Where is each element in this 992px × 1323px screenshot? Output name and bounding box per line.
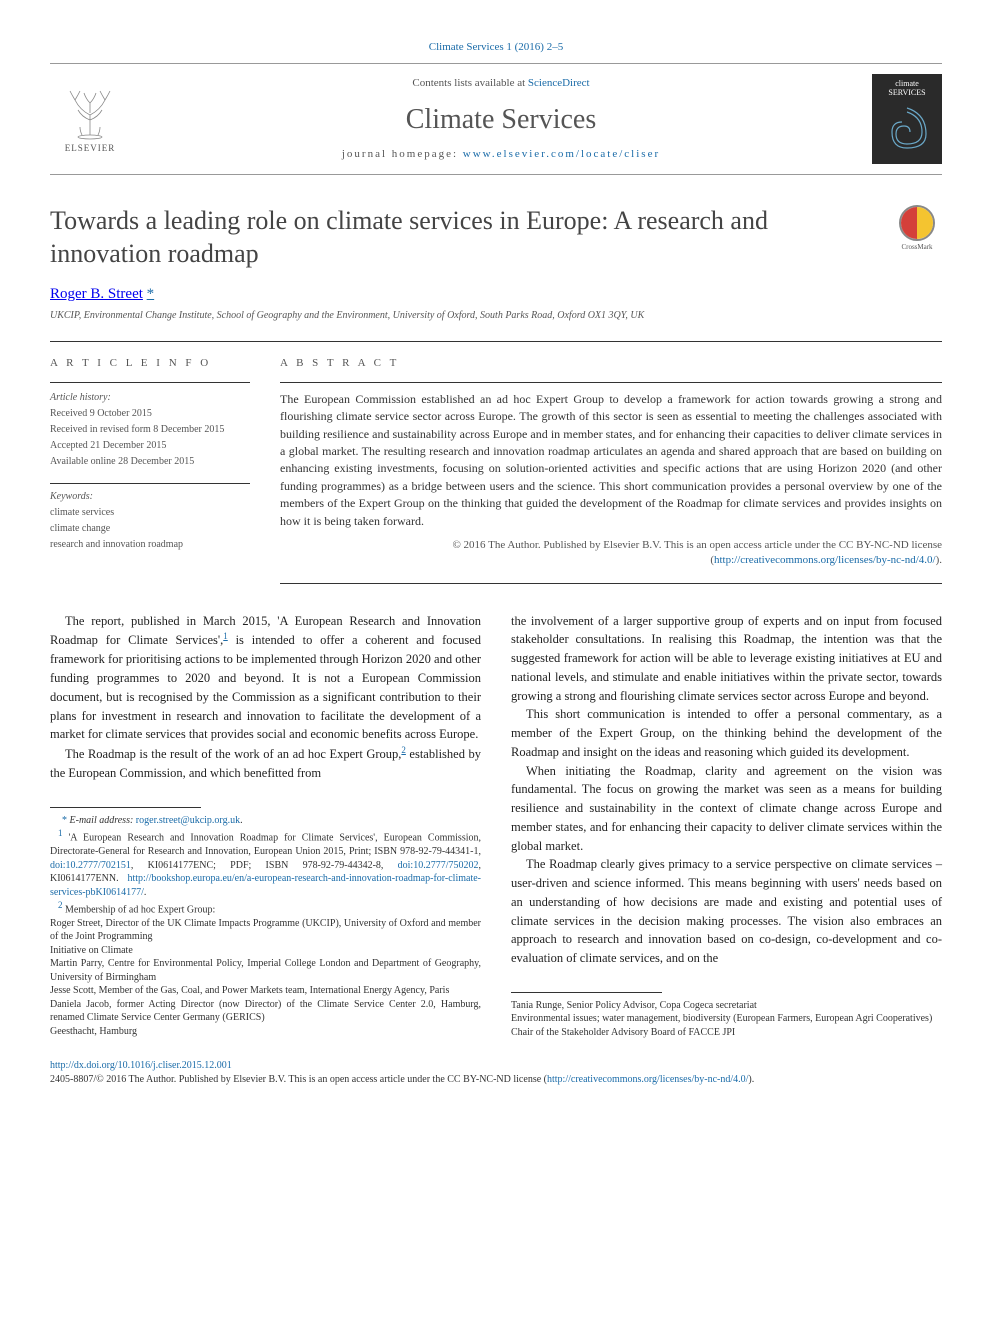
- crossmark-label: CrossMark: [901, 243, 932, 253]
- issn-text: 2405-8807/© 2016 The Author. Published b…: [50, 1074, 547, 1085]
- accepted-date: Accepted 21 December 2015: [50, 439, 250, 453]
- homepage-line: journal homepage: www.elsevier.com/locat…: [130, 147, 872, 162]
- fn1-a: 'A European Research and Innovation Road…: [50, 833, 481, 858]
- author-affiliation: UKCIP, Environmental Change Institute, S…: [50, 309, 942, 323]
- p1b: is intended to offer a coherent and focu…: [50, 634, 481, 742]
- section-divider: [50, 341, 942, 342]
- fn1-d: .: [144, 887, 147, 898]
- left-column: The report, published in March 2015, 'A …: [50, 612, 481, 1040]
- fn1: 1 'A European Research and Innovation Ro…: [50, 827, 481, 899]
- fnr-l3: Chair of the Stakeholder Advisory Board …: [511, 1026, 942, 1040]
- footer-close: ).: [748, 1074, 754, 1085]
- publisher-name: ELSEVIER: [65, 142, 116, 155]
- footer-license-link[interactable]: http://creativecommons.org/licenses/by-n…: [547, 1074, 748, 1085]
- online-date: Available online 28 December 2015: [50, 455, 250, 469]
- fn1-doi1[interactable]: doi:10.2777/702151: [50, 860, 131, 871]
- page-footer: http://dx.doi.org/10.1016/j.cliser.2015.…: [50, 1059, 942, 1087]
- right-column: the involvement of a larger supportive g…: [511, 612, 942, 1040]
- body-p2: The Roadmap is the result of the work of…: [50, 744, 481, 783]
- keywords-block: Keywords: climate services climate chang…: [50, 483, 250, 552]
- author-line: Roger B. Street *: [50, 284, 942, 305]
- contents-line: Contents lists available at ScienceDirec…: [130, 76, 872, 91]
- fn2-l4: Jesse Scott, Member of the Gas, Coal, an…: [50, 984, 481, 998]
- abstract-bottom-rule: [280, 583, 942, 584]
- keywords-head: Keywords:: [50, 490, 250, 504]
- body-r-p3: When initiating the Roadmap, clarity and…: [511, 762, 942, 856]
- fn2-l6: Geesthacht, Hamburg: [50, 1025, 481, 1039]
- elsevier-tree-icon: [60, 85, 120, 140]
- cover-swirl-icon: [882, 102, 932, 152]
- sciencedirect-link[interactable]: ScienceDirect: [528, 77, 590, 89]
- author-name[interactable]: Roger B. Street: [50, 286, 143, 302]
- footnote-divider-right: [511, 992, 662, 993]
- article-header: Towards a leading role on climate servic…: [50, 205, 942, 270]
- cover-text: climate SERVICES: [878, 80, 936, 98]
- article-title: Towards a leading role on climate servic…: [50, 205, 872, 270]
- fn1-doi2[interactable]: doi:10.2777/750202: [398, 860, 479, 871]
- received-date: Received 9 October 2015: [50, 407, 250, 421]
- abstract-rule: [280, 382, 942, 383]
- fn-corr-label: E-mail address:: [70, 815, 136, 826]
- history-head: Article history:: [50, 391, 250, 405]
- homepage-url[interactable]: www.elsevier.com/locate/cliser: [463, 148, 660, 160]
- keyword-1: climate services: [50, 506, 250, 520]
- abstract-text: The European Commission established an a…: [280, 391, 942, 530]
- license-link[interactable]: http://creativecommons.org/licenses/by-n…: [714, 554, 936, 566]
- fn2-head: 2 Membership of ad hoc Expert Group:: [50, 899, 481, 917]
- corr-email[interactable]: roger.street@ukcip.org.uk: [136, 815, 240, 826]
- article-info-heading: A R T I C L E I N F O: [50, 356, 250, 371]
- corr-author-mark[interactable]: *: [147, 286, 155, 302]
- top-citation: Climate Services 1 (2016) 2–5: [50, 40, 942, 55]
- fn2-head-text: Membership of ad hoc Expert Group:: [63, 904, 216, 915]
- publisher-logo: ELSEVIER: [50, 79, 130, 159]
- fn-corr: * E-mail address: roger.street@ukcip.org…: [50, 814, 481, 828]
- top-cite: 1 (2016) 2–5: [506, 41, 563, 53]
- fn1-b: , KI0614177ENC; PDF; ISBN 978-92-79-4434…: [131, 860, 398, 871]
- journal-cover-thumb: climate SERVICES: [872, 74, 942, 164]
- doi-link[interactable]: http://dx.doi.org/10.1016/j.cliser.2015.…: [50, 1060, 232, 1071]
- top-citation-link[interactable]: Climate Services 1 (2016) 2–5: [429, 41, 563, 53]
- footnotes-left: * E-mail address: roger.street@ukcip.org…: [50, 814, 481, 1039]
- fn-corr-mark: *: [62, 815, 67, 826]
- kw-rule: [50, 483, 250, 484]
- contents-prefix: Contents lists available at: [412, 77, 527, 89]
- fn-corr-tail: .: [240, 815, 243, 826]
- keyword-3: research and innovation roadmap: [50, 538, 250, 552]
- homepage-label: journal homepage:: [342, 148, 463, 160]
- fn2-l3: Martin Parry, Centre for Environmental P…: [50, 957, 481, 984]
- body-r-p1: the involvement of a larger supportive g…: [511, 612, 942, 706]
- fn2-l1: Roger Street, Director of the UK Climate…: [50, 917, 481, 944]
- copyright-line: © 2016 The Author. Published by Elsevier…: [280, 538, 942, 569]
- page-container: Climate Services 1 (2016) 2–5 ELSEVIER C…: [0, 0, 992, 1117]
- header-center: Contents lists available at ScienceDirec…: [130, 76, 872, 162]
- top-journal: Climate Services: [429, 41, 504, 53]
- revised-date: Received in revised form 8 December 2015: [50, 423, 250, 437]
- meta-row: A R T I C L E I N F O Article history: R…: [50, 356, 942, 583]
- body-columns: The report, published in March 2015, 'A …: [50, 612, 942, 1040]
- issn-line: 2405-8807/© 2016 The Author. Published b…: [50, 1073, 942, 1087]
- copyright-close: ).: [936, 554, 942, 566]
- fnr-l1: Tania Runge, Senior Policy Advisor, Copa…: [511, 999, 942, 1013]
- info-rule: [50, 382, 250, 383]
- footnote-divider: [50, 807, 201, 808]
- journal-name: Climate Services: [130, 100, 872, 139]
- body-r-p4: The Roadmap clearly gives primacy to a s…: [511, 855, 942, 968]
- footnotes-right: Tania Runge, Senior Policy Advisor, Copa…: [511, 999, 942, 1040]
- crossmark-badge[interactable]: CrossMark: [892, 205, 942, 255]
- abstract-heading: A B S T R A C T: [280, 356, 942, 371]
- journal-header: ELSEVIER Contents lists available at Sci…: [50, 63, 942, 175]
- fnr-l2: Environmental issues; water management, …: [511, 1012, 942, 1026]
- fn2-l2: Initiative on Climate: [50, 944, 481, 958]
- article-info-block: A R T I C L E I N F O Article history: R…: [50, 356, 250, 583]
- body-r-p2: This short communication is intended to …: [511, 705, 942, 761]
- keyword-2: climate change: [50, 522, 250, 536]
- crossmark-icon: [899, 205, 935, 241]
- fn2-l5: Daniela Jacob, former Acting Director (n…: [50, 998, 481, 1025]
- p2a: The Roadmap is the result of the work of…: [65, 747, 401, 761]
- abstract-block: A B S T R A C T The European Commission …: [280, 356, 942, 583]
- body-p1: The report, published in March 2015, 'A …: [50, 612, 481, 744]
